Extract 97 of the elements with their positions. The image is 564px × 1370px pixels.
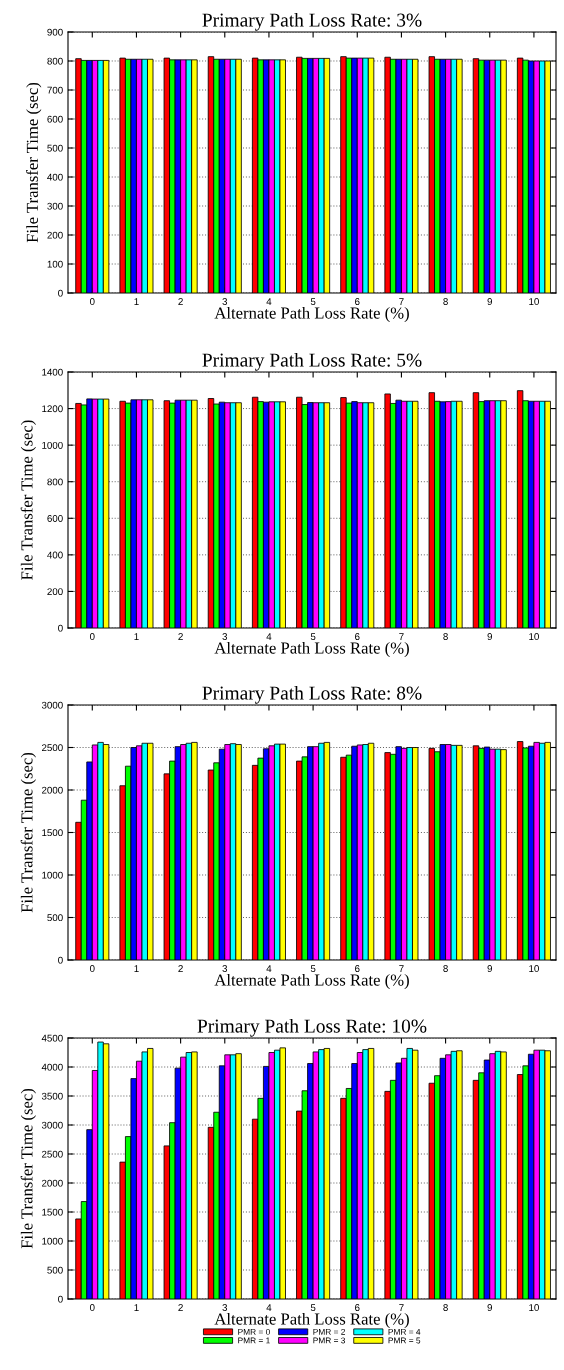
x-tick-label: 6 bbox=[355, 965, 360, 972]
x-tick-label: 4 bbox=[266, 633, 272, 640]
x-tick-label: 2 bbox=[178, 633, 183, 640]
y-tick-label: 200 bbox=[47, 588, 63, 596]
y-tick-label: 500 bbox=[47, 144, 63, 152]
x-tick-label: 8 bbox=[443, 633, 448, 640]
y-tick-label: 1400 bbox=[42, 368, 63, 376]
y-tick-label: 1000 bbox=[42, 441, 63, 449]
x-tick-label: 4 bbox=[266, 298, 272, 305]
y-tick-label: 0 bbox=[58, 624, 63, 632]
legend-label: PMR = 3 bbox=[313, 1337, 346, 1344]
chart-title: Primary Path Loss Rate: 8% bbox=[202, 685, 422, 704]
y-tick-label: 2000 bbox=[42, 786, 63, 794]
x-tick-label: 9 bbox=[487, 965, 492, 972]
x-axis-title: Alternate Path Loss Rate (%) bbox=[214, 641, 409, 658]
chart-title: Primary Path Loss Rate: 3% bbox=[202, 12, 422, 31]
x-tick-label: 9 bbox=[487, 1304, 492, 1311]
legend-label: PMR = 5 bbox=[388, 1337, 421, 1344]
x-tick-label: 1 bbox=[134, 298, 139, 305]
y-tick-label: 700 bbox=[47, 86, 63, 94]
x-tick-label: 3 bbox=[222, 298, 228, 305]
y-tick-label: 800 bbox=[47, 57, 63, 65]
legend-label: PMR = 4 bbox=[388, 1328, 421, 1335]
x-tick-label: 5 bbox=[310, 298, 316, 305]
x-tick-label: 6 bbox=[355, 633, 360, 640]
x-axis-title: Alternate Path Loss Rate (%) bbox=[214, 973, 409, 990]
y-tick-label: 600 bbox=[47, 515, 63, 522]
y-tick-label: 3500 bbox=[41, 1092, 63, 1100]
y-tick-label: 0 bbox=[58, 956, 63, 964]
x-tick-label: 4 bbox=[266, 965, 272, 972]
x-tick-label: 10 bbox=[529, 633, 539, 640]
x-tick-label: 8 bbox=[443, 965, 448, 972]
y-tick-label: 500 bbox=[47, 914, 63, 922]
y-axis-title: File Transfer Time (sec) bbox=[20, 1088, 36, 1249]
y-axis-title: File Transfer Time (sec) bbox=[26, 82, 42, 243]
y-tick-label: 0 bbox=[58, 289, 63, 297]
y-tick-label: 1500 bbox=[42, 829, 63, 837]
x-tick-label: 0 bbox=[89, 965, 95, 972]
x-tick-label: 0 bbox=[89, 633, 95, 640]
y-tick-label: 3000 bbox=[41, 1121, 63, 1129]
x-tick-label: 3 bbox=[222, 633, 228, 640]
y-tick-label: 2000 bbox=[42, 1179, 63, 1187]
x-tick-label: 0 bbox=[89, 298, 95, 305]
legend-label: PMR = 0 bbox=[238, 1328, 270, 1335]
y-tick-label: 3000 bbox=[41, 701, 63, 709]
y-tick-label: 100 bbox=[47, 260, 63, 268]
y-tick-label: 1000 bbox=[42, 871, 63, 879]
x-tick-label: 8 bbox=[443, 298, 448, 305]
y-tick-label: 200 bbox=[47, 231, 63, 239]
y-tick-label: 500 bbox=[47, 1266, 63, 1274]
y-tick-label: 1000 bbox=[42, 1237, 63, 1245]
y-tick-label: 900 bbox=[47, 28, 63, 36]
x-tick-label: 9 bbox=[487, 633, 492, 640]
x-tick-label: 2 bbox=[178, 1304, 183, 1311]
legend-label: PMR = 1 bbox=[238, 1337, 270, 1344]
x-tick-label: 8 bbox=[443, 1304, 448, 1311]
y-tick-label: 2500 bbox=[42, 744, 63, 752]
x-tick-label: 7 bbox=[399, 965, 404, 972]
legend-label: PMR = 2 bbox=[313, 1328, 345, 1335]
y-tick-label: 1500 bbox=[42, 1208, 63, 1216]
chart-title: Primary Path Loss Rate: 5% bbox=[202, 352, 422, 371]
x-tick-label: 6 bbox=[355, 1304, 360, 1311]
x-tick-label: 10 bbox=[529, 1304, 539, 1311]
y-tick-label: 400 bbox=[47, 551, 63, 559]
y-tick-label: 4000 bbox=[41, 1063, 63, 1071]
x-tick-label: 5 bbox=[310, 1304, 316, 1311]
y-tick-label: 300 bbox=[47, 202, 63, 210]
x-tick-label: 4 bbox=[266, 1304, 272, 1311]
x-tick-label: 1 bbox=[134, 633, 139, 640]
x-tick-label: 2 bbox=[178, 965, 183, 972]
y-tick-label: 1200 bbox=[42, 405, 63, 413]
x-tick-label: 6 bbox=[355, 298, 360, 305]
y-axis-title: File Transfer Time (sec) bbox=[20, 752, 36, 913]
x-tick-label: 3 bbox=[222, 1304, 228, 1311]
x-tick-label: 3 bbox=[222, 965, 228, 972]
x-tick-label: 10 bbox=[529, 298, 539, 305]
y-tick-label: 0 bbox=[58, 1295, 63, 1303]
x-tick-label: 7 bbox=[399, 633, 404, 640]
chart-title: Primary Path Loss Rate: 10% bbox=[197, 1018, 427, 1037]
x-tick-label: 1 bbox=[134, 965, 139, 972]
y-axis-title: File Transfer Time (sec) bbox=[20, 420, 36, 580]
y-tick-label: 400 bbox=[47, 173, 63, 181]
y-tick-label: 4500 bbox=[41, 1034, 63, 1042]
x-tick-label: 5 bbox=[310, 633, 316, 640]
x-axis-title: Alternate Path Loss Rate (%) bbox=[214, 306, 409, 323]
x-tick-label: 10 bbox=[529, 965, 539, 972]
x-tick-label: 9 bbox=[487, 298, 492, 305]
y-tick-label: 600 bbox=[47, 115, 63, 123]
x-tick-label: 7 bbox=[399, 1304, 404, 1311]
y-tick-label: 2500 bbox=[42, 1150, 63, 1158]
x-tick-label: 7 bbox=[399, 298, 404, 305]
x-tick-label: 1 bbox=[134, 1304, 139, 1311]
y-tick-label: 800 bbox=[47, 478, 63, 486]
x-tick-label: 5 bbox=[310, 965, 316, 972]
x-tick-label: 0 bbox=[89, 1304, 95, 1311]
x-axis-title: Alternate Path Loss Rate (%) bbox=[214, 1312, 409, 1329]
x-tick-label: 2 bbox=[178, 298, 183, 305]
